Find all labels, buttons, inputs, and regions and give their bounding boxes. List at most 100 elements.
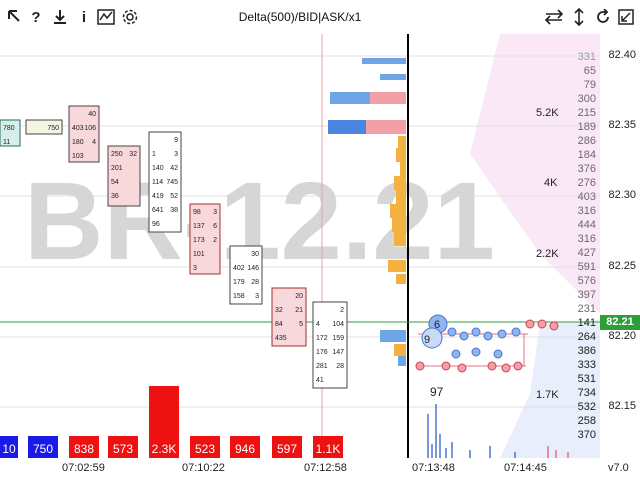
volume-bar [190,436,220,458]
profile-count: 370 [578,429,596,441]
candle-bid-value: 780 [3,125,15,132]
profile-count: 189 [578,121,596,133]
candle-ask-value: 3 [255,293,259,300]
candle-ask-value: 42 [170,165,178,172]
candle-ask-value: 750 [47,125,59,132]
profile-count: 532 [578,401,596,413]
candle-bid-value: 4 [316,321,320,328]
tape-volume-spikes [427,404,569,458]
candle-bid-value: 158 [233,293,245,300]
profile-count: 576 [578,275,596,287]
candle-bid-value: 3 [193,265,197,272]
candle-bid-value: 11 [3,139,10,146]
price-label: 82.40 [608,49,636,61]
candle-bid-value: 140 [152,165,164,172]
volume-bars: 10 750 838 573 2.3K 523 946 597 1.1K [0,386,343,458]
candle-bid-value: 96 [152,221,160,228]
time-label: 07:14:45 [504,462,547,474]
time-label: 07:02:59 [62,462,105,474]
candle-ask-value: 159 [332,335,344,342]
candle-ask-value: 745 [166,179,178,186]
candle-bid-value: 403 [72,125,84,132]
candle-bid-value: 419 [152,193,164,200]
volume-bar [0,436,18,458]
zoom-out-icon[interactable] [616,7,636,27]
candle-ask-value: 28 [336,363,344,370]
volume-profile-bars [328,58,406,366]
candle-ask-value: 30 [251,251,259,258]
candle-bid-value: 281 [316,363,328,370]
volume-bar [230,436,260,458]
time-label: 07:12:58 [304,462,347,474]
profile-summary: 5.2K [536,107,559,119]
tape-bubble-label: 6 [434,319,440,331]
price-label: 82.20 [608,330,636,342]
chart-area[interactable]: BR-12.21 [0,34,600,458]
profile-count: 184 [578,149,596,161]
candle-bid-value: 98 [193,209,201,216]
candle-bid-value: 179 [233,279,245,286]
profile-counts: 331 65 79 300 215 189 286 184 376 276 403 316 444 316… [578,51,596,441]
volume-bar [272,436,302,458]
candle-ask-value: 38 [170,207,178,214]
profile-count: 403 [578,191,596,203]
price-label: 82.35 [608,119,636,131]
time-label: 07:13:48 [412,462,455,474]
candle-bid-value: 641 [152,207,164,214]
profile-count: 231 [578,303,596,315]
candle-bid-value: 435 [275,335,287,342]
pan-vertical-icon[interactable] [569,7,589,27]
profile-shade-pink [470,34,600,314]
volume-bar-label: 597 [277,442,297,456]
profile-count: 215 [578,107,596,119]
candle-bid-value: 114 [152,179,163,186]
pan-horizontal-icon[interactable] [544,7,564,27]
profile-count: 300 [578,93,596,105]
price-label: 82.25 [608,260,636,272]
candle-bid-value: 172 [316,335,328,342]
volume-bar-label: 1.1K [316,442,341,456]
volume-bar-label: 2.3K [152,442,177,456]
chart-title[interactable]: Delta(500)/BID|ASK/x1 [238,10,362,24]
candle-ask-value: 32 [129,151,137,158]
profile-count: 276 [578,177,596,189]
tape-volume-label: 97 [430,385,444,399]
refresh-icon[interactable] [593,7,613,27]
current-price-badge: 82.21 [600,315,640,330]
candle-bid-value: 84 [275,321,283,328]
profile-count: 79 [584,79,596,91]
candle-ask-value: 6 [213,223,217,230]
tape-bubbles: 6 9 97 [415,314,559,399]
settings-icon[interactable] [120,7,140,27]
help-icon[interactable]: ? [31,8,41,26]
candle-ask-value: 2 [213,237,217,244]
candle-ask-value: 106 [84,125,96,132]
info-icon[interactable]: i [81,8,87,26]
volume-bar-label: 838 [74,442,94,456]
candle-bid-value: 1 [152,151,156,158]
candle-bid-value: 103 [72,153,84,160]
volume-bar-label: 946 [235,442,255,456]
chart-type-icon[interactable] [96,7,116,27]
time-axis[interactable]: 07:02:59 07:10:22 07:12:58 07:13:48 07:1… [0,458,600,480]
profile-count: 376 [578,163,596,175]
price-label: 82.30 [608,189,636,201]
profile-count: 65 [584,65,596,77]
profile-count: 427 [578,247,596,259]
candle-bid-value: 36 [111,193,119,200]
time-label: 07:10:22 [182,462,225,474]
candle-bid-value: 402 [233,265,245,272]
candle-ask-value: 104 [332,321,344,328]
volume-bar-label: 573 [113,442,133,456]
profile-summary: 1.7K [536,389,559,401]
profile-count: 316 [578,205,596,217]
candle-bid-value: 173 [193,237,205,244]
candle-ask-value: 21 [295,307,303,314]
price-axis[interactable]: 82.40 82.35 82.30 82.25 82.20 82.15 82.2… [600,34,640,458]
candle-ask-value: 3 [213,209,217,216]
pointer-icon[interactable] [4,7,24,27]
download-icon[interactable] [50,7,70,27]
candle-ask-value: 147 [332,349,344,356]
profile-count: 141 [578,317,596,329]
